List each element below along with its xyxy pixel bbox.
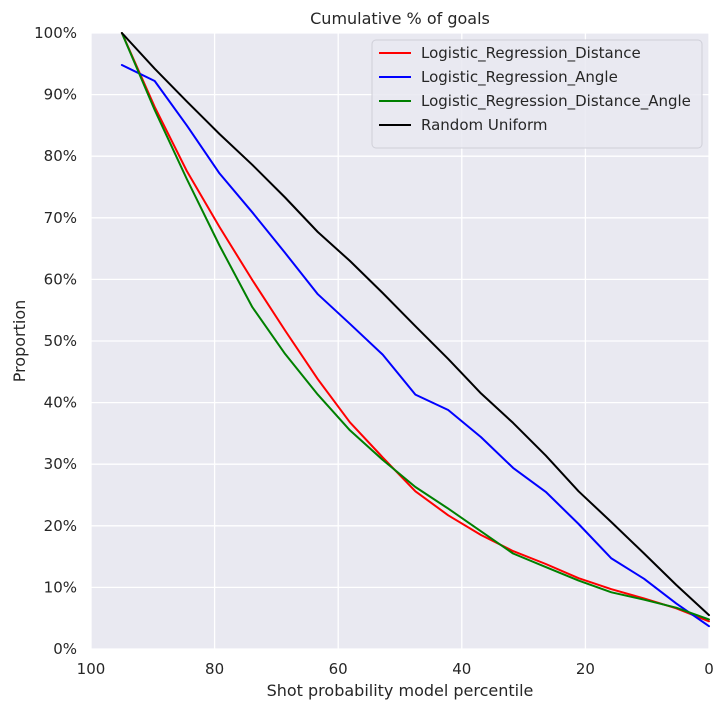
y-tick-label: 60% [44, 270, 77, 288]
chart-title: Cumulative % of goals [310, 9, 490, 28]
y-tick-label: 10% [44, 578, 77, 596]
y-tick-label: 80% [44, 147, 77, 165]
y-tick-label: 70% [44, 209, 77, 227]
x-tick-label: 100 [77, 660, 106, 678]
series-line-random-uniform [120, 32, 710, 617]
y-tick-label: 20% [44, 517, 77, 535]
y-tick-label: 0% [53, 640, 77, 658]
y-tick-label: 50% [44, 332, 77, 350]
legend-label: Logistic_Regression_Angle [421, 68, 618, 87]
series-line-logistic-regression-distance [120, 32, 710, 623]
x-axis-title: Shot probability model percentile [267, 681, 534, 700]
y-axis-title: Proportion [10, 300, 29, 383]
x-tick-label: 20 [576, 660, 595, 678]
y-tick-label: 40% [44, 394, 77, 412]
legend: Logistic_Regression_Distance Logistic_Reg… [371, 39, 703, 149]
y-tick-label: 30% [44, 455, 77, 473]
series-layer [120, 32, 710, 628]
tick-layer: 0% 10% 20% 30% 40% 50% 60% 70% 80% 90% 100% 100 80 60… [34, 24, 714, 678]
legend-label: Logistic_Regression_Distance [421, 44, 641, 63]
y-tick-label: 90% [44, 86, 77, 104]
legend-label: Random Uniform [421, 116, 548, 134]
legend-label: Logistic_Regression_Distance_Angle [421, 92, 691, 111]
x-tick-label: 80 [205, 660, 224, 678]
y-tick-label: 100% [34, 24, 77, 42]
legend-box [371, 39, 703, 149]
x-tick-label: 0 [704, 660, 714, 678]
series-line-logistic-regression-distance-angle [120, 32, 710, 621]
x-tick-label: 40 [452, 660, 471, 678]
x-tick-label: 60 [329, 660, 348, 678]
series-line-logistic-regression-angle [120, 64, 710, 628]
